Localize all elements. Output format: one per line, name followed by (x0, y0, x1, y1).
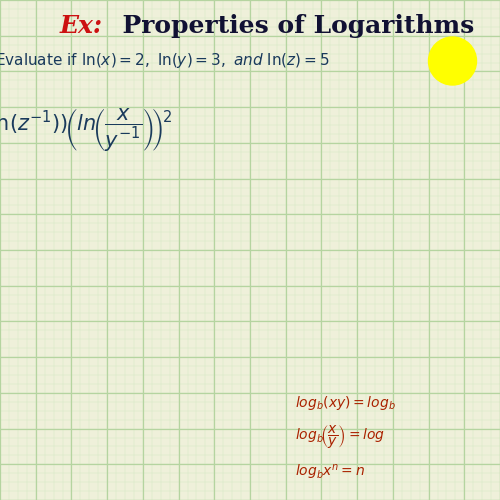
Text: $\mathit{log}_b(xy) = \mathit{log}_b$: $\mathit{log}_b(xy) = \mathit{log}_b$ (295, 394, 396, 411)
Text: $\mathrm{Evaluate\ if}\ \ln(x)=2,\ \ln(y)=3,\ \mathit{and}\ \ln(z)=5$: $\mathrm{Evaluate\ if}\ \ln(x)=2,\ \ln(y… (0, 52, 330, 70)
Ellipse shape (428, 37, 476, 85)
Text: Properties of Logarithms: Properties of Logarithms (105, 14, 474, 38)
Text: $\ln(z^{-1}))\!\left(\mathit{ln}\!\left(\dfrac{x}{y^{-1}}\right)\!\right)^{\!2}$: $\ln(z^{-1}))\!\left(\mathit{ln}\!\left(… (0, 106, 172, 154)
Text: $\mathit{log}_b x^n = n$: $\mathit{log}_b x^n = n$ (295, 463, 365, 482)
Text: $\mathit{log}_b\!\left(\dfrac{x}{y}\right) = \mathit{log}$: $\mathit{log}_b\!\left(\dfrac{x}{y}\righ… (295, 424, 385, 451)
Text: Ex:: Ex: (60, 14, 103, 38)
